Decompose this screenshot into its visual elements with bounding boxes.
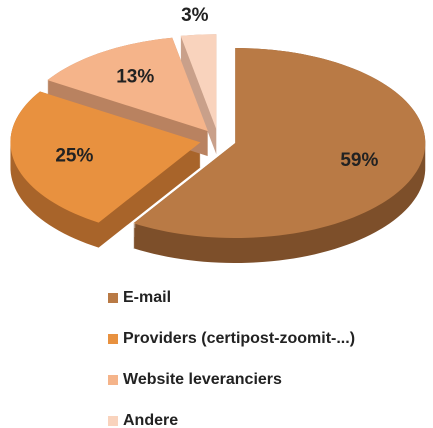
data-label: 3%	[181, 5, 209, 26]
slice	[10, 91, 201, 223]
data-label: 59%	[340, 150, 378, 171]
slice	[47, 37, 208, 132]
legend-label: Website leveranciers	[123, 371, 282, 388]
slice	[133, 48, 426, 239]
legend-swatch	[108, 334, 118, 344]
legend-swatch	[108, 416, 118, 426]
legend-label: E-mail	[123, 289, 171, 306]
slice	[180, 34, 217, 130]
legend-swatch	[108, 293, 118, 303]
legend-label: Providers (certipost-zoomit-...)	[123, 330, 355, 347]
legend-label: Andere	[123, 412, 178, 428]
legend-swatch	[108, 375, 118, 385]
data-label: 13%	[116, 67, 154, 88]
data-label: 25%	[55, 145, 93, 166]
